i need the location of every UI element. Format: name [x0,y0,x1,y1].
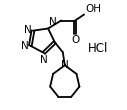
Text: O: O [71,35,79,45]
Text: N: N [61,60,69,70]
Text: OH: OH [85,4,101,14]
Text: N: N [24,25,31,35]
Text: N: N [49,16,57,27]
Text: N: N [21,41,29,51]
Text: N: N [40,55,48,65]
Text: HCl: HCl [88,41,108,54]
